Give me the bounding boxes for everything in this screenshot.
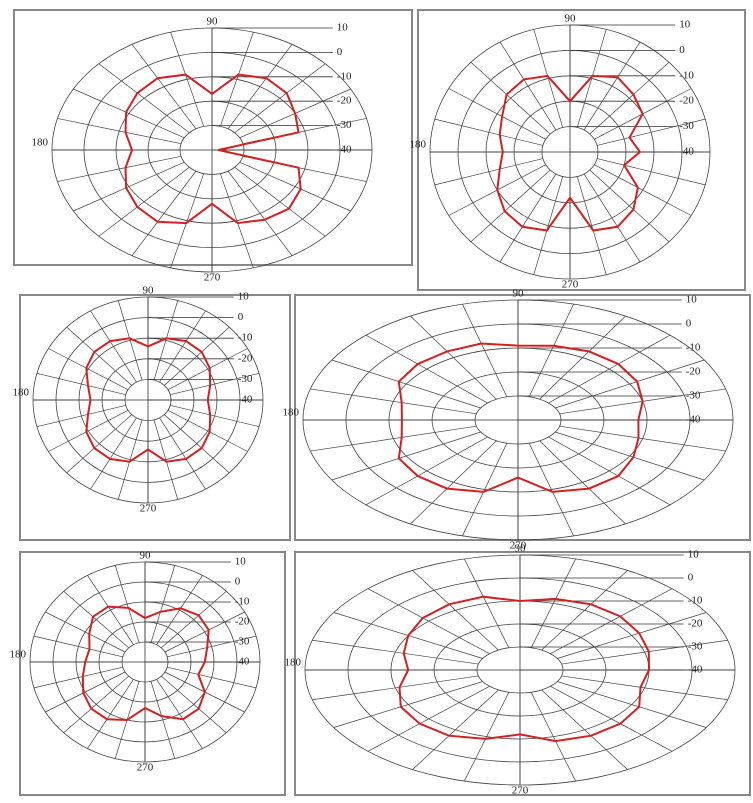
angle-label: 90 <box>140 550 152 562</box>
pattern-line <box>398 595 651 743</box>
pattern-line <box>397 342 644 493</box>
panel-frame <box>294 551 751 796</box>
polar-chart: 10 0 -10 -20 -30 -40 90 180 270 <box>285 543 751 797</box>
panel-frame <box>294 294 751 541</box>
rtick-label: -30 <box>679 120 694 132</box>
rtick-label: -20 <box>235 616 250 628</box>
panel-frame <box>19 294 291 541</box>
panel-frame <box>417 9 746 291</box>
rtick-label: 10 <box>337 22 349 34</box>
rtick-label: -40 <box>688 664 703 676</box>
angle-label: 90 <box>513 288 525 300</box>
rtick-label: 0 <box>238 311 244 323</box>
rtick-label: 0 <box>688 572 694 584</box>
rtick-label: -10 <box>686 342 701 354</box>
rtick-label: -20 <box>688 618 703 630</box>
angle-label: 180 <box>32 137 49 149</box>
polar-chart: 10 0 -10 -20 -30 -40 90 180 270 <box>10 550 286 796</box>
angle-label: 180 <box>285 657 302 669</box>
rtick-label: 10 <box>686 294 698 306</box>
angle-label: 270 <box>204 272 221 284</box>
rtick-label: -20 <box>686 366 701 378</box>
angle-label: 270 <box>510 540 527 552</box>
angle-label: 90 <box>515 543 527 555</box>
rtick-label: -10 <box>688 595 703 607</box>
rtick-label: 10 <box>679 19 691 31</box>
rtick-label: -20 <box>679 95 694 107</box>
pattern-line <box>496 74 644 232</box>
rtick-label: -30 <box>688 641 703 653</box>
rtick-label: -10 <box>679 69 694 81</box>
angle-label: 180 <box>10 649 27 661</box>
angle-label: 180 <box>13 387 30 399</box>
rtick-label: 10 <box>238 291 250 303</box>
polar-chart: 10 0 -10 -20 -30 -40 90 180 270 <box>410 9 746 291</box>
polar-chart: 10 0 -10 -20 -30 -40 90 180 270 <box>13 9 413 284</box>
rtick-label: -10 <box>235 596 250 608</box>
rtick-label: -30 <box>686 390 701 402</box>
rtick-label: 0 <box>686 318 692 330</box>
angle-label: 270 <box>512 785 529 797</box>
panel-frame <box>19 551 286 796</box>
angle-label: 270 <box>137 762 154 774</box>
pattern-line <box>81 605 210 722</box>
rtick-label: -40 <box>686 414 701 426</box>
rtick-label: -10 <box>337 70 352 82</box>
rtick-label: -20 <box>337 95 352 107</box>
rtick-label: -10 <box>238 332 253 344</box>
rtick-label: -30 <box>238 373 253 385</box>
rtick-label: 10 <box>688 549 700 561</box>
pattern-line <box>124 73 302 225</box>
rtick-label: 0 <box>235 576 241 588</box>
angle-label: 90 <box>207 16 219 28</box>
rtick-label: -40 <box>235 656 250 668</box>
rtick-label: 0 <box>679 44 685 56</box>
angle-label: 270 <box>140 503 157 515</box>
rtick-label: -30 <box>337 119 352 131</box>
rtick-label: 0 <box>337 46 343 58</box>
rtick-label: -30 <box>235 636 250 648</box>
angle-label: 90 <box>565 13 577 25</box>
pattern-line <box>85 337 212 463</box>
polar-chart: 10 0 -10 -20 -30 -40 90 180 270 <box>283 288 751 552</box>
panel-frame <box>13 9 413 266</box>
rtick-label: -40 <box>679 146 694 158</box>
angle-label: 270 <box>562 279 579 291</box>
rtick-label: 10 <box>235 556 247 568</box>
angle-label: 180 <box>283 407 300 419</box>
angle-label: 90 <box>143 285 155 297</box>
rtick-label: -40 <box>337 144 352 156</box>
rtick-label: -40 <box>238 394 253 406</box>
angle-label: 180 <box>410 139 427 151</box>
polar-chart: 10 0 -10 -20 -30 -40 90 180 270 <box>13 285 291 541</box>
rtick-label: -20 <box>238 352 253 364</box>
